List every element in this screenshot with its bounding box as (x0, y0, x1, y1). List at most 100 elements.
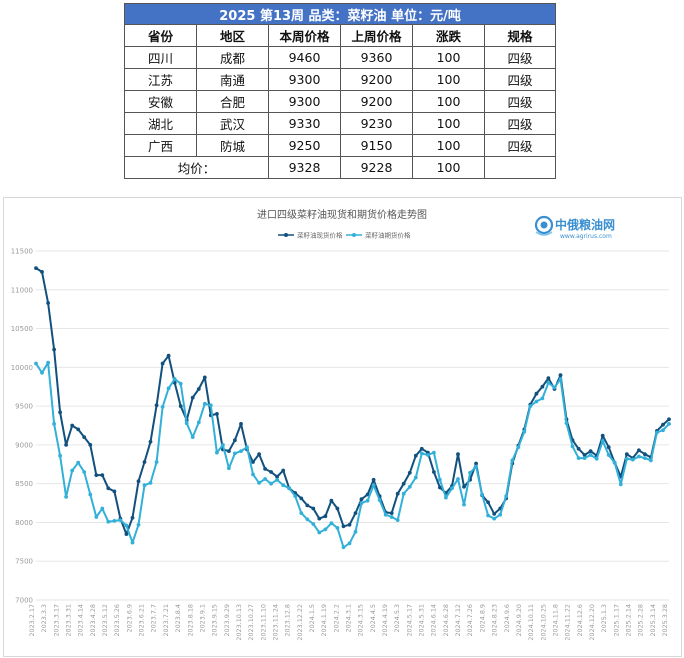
data-point-spot (112, 489, 117, 494)
data-point-futures (540, 396, 545, 401)
x-tick-label: 2023.9.29 (223, 604, 231, 637)
site-logo: 中俄粮油网 www.agrirus.com (534, 215, 615, 240)
data-point-spot (389, 511, 394, 515)
data-point-futures (34, 361, 38, 366)
data-point-futures (353, 529, 358, 534)
x-tick-label: 2023.11.10 (259, 604, 267, 641)
x-tick-label: 2023.7.21 (162, 604, 170, 637)
cell-change: 100 (412, 90, 485, 113)
x-tick-label: 2024.7.12 (454, 604, 462, 637)
x-tick-label: 2024.11.22 (564, 604, 572, 641)
data-point-futures (190, 435, 195, 439)
data-point-futures (649, 458, 653, 463)
x-tick-label: 2025.3.14 (649, 604, 657, 637)
x-tick-label: 2023.12.8 (284, 604, 292, 637)
x-tick-label: 2023.9.1 (198, 604, 206, 632)
data-point-futures (618, 482, 623, 487)
data-point-spot (413, 453, 418, 458)
x-tick-label: 2024.1.19 (320, 604, 328, 637)
cell-region: 成都 (196, 46, 269, 69)
cell-change: 100 (412, 112, 485, 135)
price-trend-chart: 进口四级菜籽油现货和期货价格走势图 菜籽油现货价格 菜籽油期货价格 中俄粮油网 … (3, 197, 682, 657)
cell-change: 100 (412, 46, 485, 69)
x-tick-label: 2024.9.6 (503, 604, 511, 632)
x-tick-label: 2023.6.21 (138, 604, 146, 637)
y-tick-label: 8500 (15, 480, 33, 488)
x-axis-ticks: 2023.2.17 2023.3.3 2023.3.17 2023.3.31 2023.… (28, 604, 669, 641)
cell-province: 广西 (124, 134, 197, 157)
data-point-futures (233, 451, 237, 456)
logo-url: www.agrirus.com (560, 233, 612, 240)
data-point-spot (281, 468, 286, 473)
header-grade: 规格 (483, 24, 557, 47)
x-tick-label: 2024.12.6 (576, 604, 584, 637)
data-point-futures (221, 443, 225, 447)
data-point-futures (612, 460, 617, 465)
data-point-futures (383, 512, 388, 517)
data-point-futures (667, 422, 671, 426)
data-point-futures (148, 481, 153, 485)
average-change: 100 (412, 156, 485, 179)
data-point-futures (637, 454, 641, 459)
data-point-spot (269, 470, 273, 474)
data-point-spot (227, 449, 231, 453)
data-point-spot (106, 486, 111, 491)
data-point-futures (251, 472, 255, 477)
data-point-futures (594, 456, 599, 461)
x-tick-label: 2023.3.3 (40, 604, 48, 632)
y-tick-label: 10000 (11, 364, 33, 372)
data-point-futures (64, 495, 68, 499)
x-tick-label: 2023.8.4 (174, 604, 182, 632)
data-point-spot (142, 460, 147, 464)
data-point-spot (196, 387, 201, 391)
data-point-futures (516, 445, 521, 450)
data-point-futures (413, 475, 418, 480)
data-point-spot (263, 467, 267, 471)
data-point-futures (401, 491, 406, 496)
header-province: 省份 (124, 24, 197, 47)
x-tick-label: 2024.4.19 (381, 604, 389, 637)
data-point-spot (233, 438, 237, 443)
cell-province: 安徽 (124, 90, 197, 113)
data-point-futures (564, 421, 569, 426)
data-point-futures (100, 506, 105, 511)
data-point-futures (58, 453, 62, 458)
data-point-futures (347, 541, 352, 546)
data-point-spot (438, 485, 442, 490)
data-point-futures (130, 540, 135, 545)
data-point-futures (317, 530, 322, 535)
cell-this-week-price: 9330 (268, 112, 341, 135)
average-grade-empty (483, 156, 557, 179)
data-point-futures (456, 477, 460, 481)
data-point-futures (196, 420, 201, 425)
data-point-futures (576, 456, 581, 460)
data-point-futures (184, 421, 189, 426)
data-point-futures (46, 360, 50, 365)
data-point-spot (160, 361, 165, 366)
data-point-futures (444, 495, 448, 500)
x-tick-label: 2024.5.17 (405, 604, 413, 637)
cell-province: 四川 (124, 46, 197, 69)
cell-change: 100 (412, 68, 485, 91)
data-point-spot (576, 446, 581, 451)
legend-marker-spot (284, 233, 288, 237)
data-point-futures (269, 481, 273, 486)
data-point-spot (667, 417, 671, 422)
data-point-spot (46, 301, 50, 305)
x-tick-label: 2023.3.17 (52, 604, 60, 637)
x-tick-label: 2023.7.7 (150, 604, 158, 632)
data-point-spot (335, 506, 340, 511)
data-point-futures (528, 404, 533, 408)
data-point-spot (58, 410, 62, 415)
cell-region: 防城 (196, 134, 269, 157)
header-last-week-price: 上周价格 (340, 24, 413, 47)
data-point-futures (522, 429, 527, 434)
legend-label-futures: 菜籽油期货价格 (365, 231, 411, 240)
data-point-futures (88, 492, 93, 497)
data-point-futures (118, 518, 123, 522)
data-point-futures (112, 519, 117, 523)
x-tick-label: 2024.11.8 (551, 604, 559, 637)
data-point-spot (371, 477, 376, 482)
chart-canvas: 进口四级菜籽油现货和期货价格走势图 菜籽油现货价格 菜籽油期货价格 中俄粮油网 … (11, 208, 671, 641)
x-tick-label: 2025.3.28 (661, 604, 669, 637)
